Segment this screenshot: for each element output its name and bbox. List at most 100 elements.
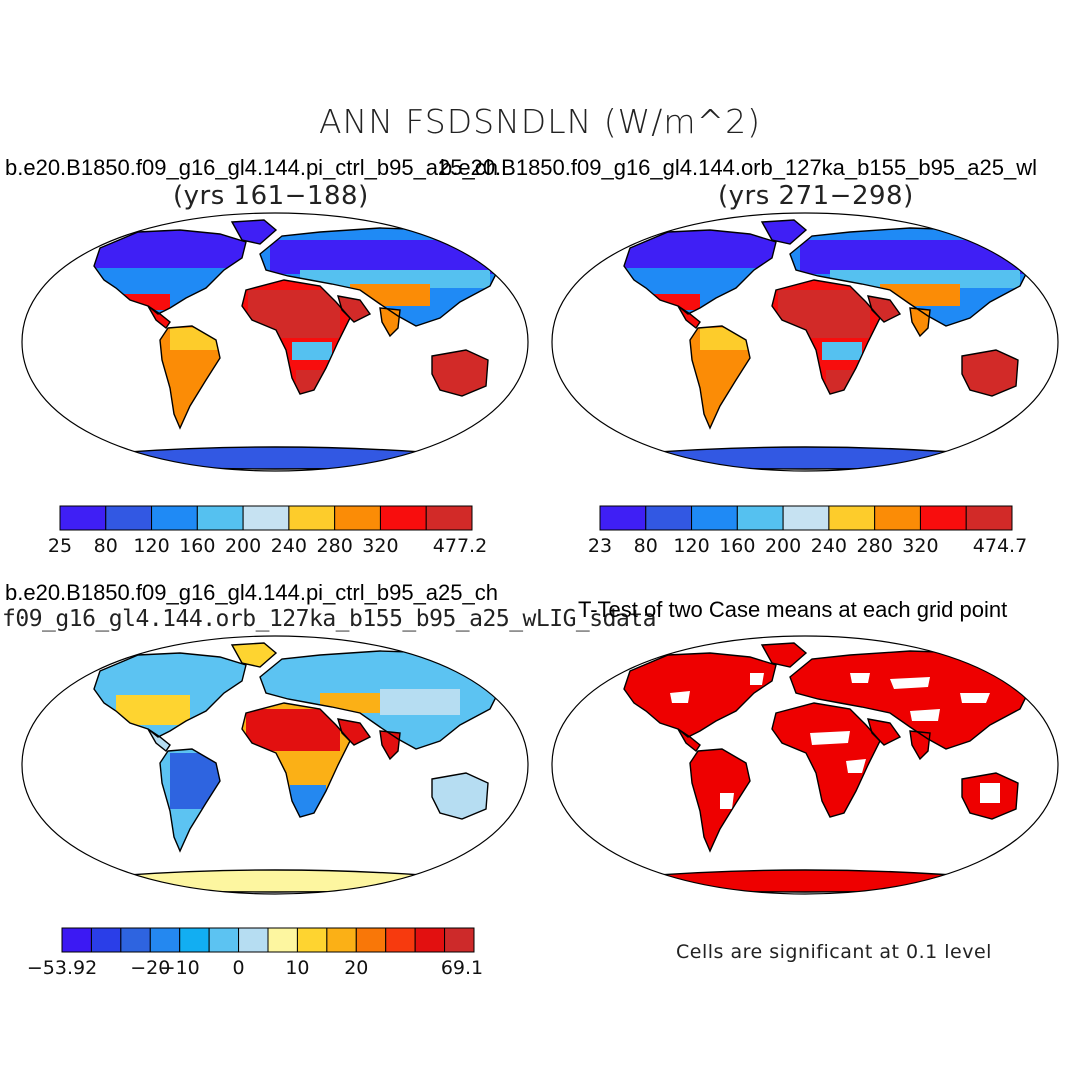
field-patch [100,270,220,290]
landmass-fill [148,306,170,328]
non-significant-cell [890,677,930,689]
colorbar-tick-label: 80 [94,535,118,557]
coastline [689,325,751,430]
colorbar-tick-label: 69.1 [441,957,483,979]
coastline [259,227,522,327]
coastline [961,772,1019,820]
field-patch [170,753,220,809]
coastline [259,650,522,750]
coastline [677,728,701,753]
colorbar-tick-label: −10 [160,957,200,979]
colorbar-tick-label: 280 [857,535,893,557]
coastline [789,227,1052,327]
colorbar-box [828,505,876,531]
field-patch [270,240,520,274]
field-patch [830,270,1020,288]
colorbar-box [385,927,416,953]
colorbar-box [645,505,693,531]
landmass-fill [678,729,700,751]
globe-outline [21,635,529,895]
case-title-diff: b.e20.B1850.f09_g16_gl4.144.pi_ctrl_b95_… [5,580,498,605]
diff-subtitle: f09_g16_gl4.144.orb_127ka_b155_b95_a25_w… [2,606,657,632]
coastline [909,730,931,761]
coastline [159,325,221,430]
colorbar-box [425,505,473,531]
field-patch [800,240,1050,274]
field-patch [432,773,488,819]
map-panel-top-left [21,212,529,472]
colorbar-tick-label: 160 [719,535,755,557]
coastline [379,307,401,338]
colorbar-tick-label: 10 [285,957,309,979]
field-patch [962,350,1018,396]
coastline [909,307,931,338]
field-patch [300,270,490,288]
colorbar-tick-label: 0 [233,957,245,979]
colorbar-box [238,927,269,953]
non-significant-cell [670,691,690,703]
case-title-right: b.e20.B1850.f09_g16_gl4.144.orb_127ka_b1… [440,155,1037,180]
colorbar-box [379,505,427,531]
coastline [760,219,808,245]
colorbar-box [296,927,328,953]
colorbar-box [90,927,122,953]
colorbar-tick-label: 200 [765,535,801,557]
colorbar-box [874,505,921,531]
colorbar-tick-label: 23 [588,535,612,557]
field-patch [630,270,750,290]
years-label-left: (yrs 161−188) [173,181,369,211]
coastline [771,702,881,818]
colorbar-tick-label: 280 [317,535,353,557]
coastline [337,718,372,746]
landmass-fill [678,306,700,328]
colorbar-box [149,927,181,953]
landmass-fill [624,653,776,737]
colorbar-tick-label: 20 [344,957,368,979]
landmass-fill [148,729,170,751]
coastline [961,349,1019,397]
field-patch [292,342,332,360]
colorbar-tick-label: 120 [133,535,169,557]
colorbar-box [919,505,967,531]
colorbar-box [267,927,298,953]
colorbar-box [61,927,92,953]
non-significant-cell [846,759,866,773]
coastline [760,642,808,668]
colorbar-tick-label: 240 [271,535,307,557]
ttest-title: T-Test of two Case means at each grid po… [578,597,1008,622]
coastline [623,229,777,315]
colorbar-box [288,505,336,531]
coastline [867,295,902,323]
colorbar-box [196,505,244,531]
colorbar-box [208,927,240,953]
colorbar-box [242,505,290,531]
landmass-fill [772,703,880,817]
colorbar-box [599,505,647,531]
coastline [689,748,751,853]
colorbar-tick-label: 120 [673,535,709,557]
landmass-fill [868,719,900,745]
coastline [677,305,701,330]
coastline [241,279,351,395]
figure-title: ANN FSDSNDLN (W/m^2) [318,102,762,141]
colorbar-tick-label: 240 [811,535,847,557]
coastline [93,229,247,315]
colorbar-box [334,505,381,531]
significance-note: Cells are significant at 0.1 level [676,941,992,963]
coastline [379,730,401,761]
colorbar-top-left: 25 80 120 160 200 240 280 320 477.2 [48,505,487,557]
years-label-right: (yrs 271−298) [718,181,914,211]
field-patch [432,350,488,396]
non-significant-cell [720,793,734,809]
non-significant-cell [910,709,940,721]
case-title-left: b.e20.B1850.f09_g16_gl4.144.pi_ctrl_b95_… [5,155,498,180]
coastline [867,718,902,746]
colorbar-tick-label: 320 [362,535,398,557]
map-panel-difference [21,635,529,895]
field-patch [246,709,340,751]
non-significant-cell [810,731,850,745]
colorbar-top-right: 23 80 120 160 200 240 280 320 474.7 [588,505,1027,557]
colorbar-tick-label: 25 [48,535,72,557]
non-significant-cell [980,783,1000,803]
landmass-fill [762,220,806,244]
